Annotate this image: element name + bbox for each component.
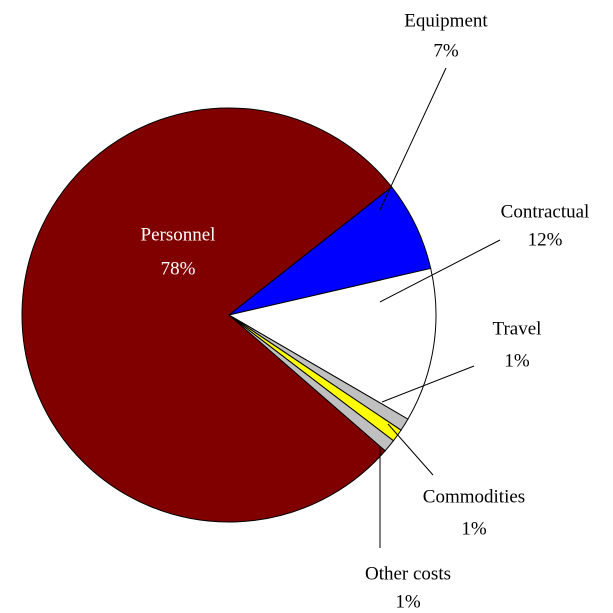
slice-value-label: 1% <box>504 350 530 371</box>
slice-value-label: 12% <box>528 229 563 250</box>
slice-value-label: 1% <box>461 518 487 539</box>
pie-slice <box>227 267 437 420</box>
pie-slice <box>21 107 393 523</box>
slice-label: Personnel <box>141 224 216 245</box>
leader-line <box>379 67 447 211</box>
slice-label: Commodities <box>423 486 525 507</box>
leader-line <box>379 239 501 303</box>
leader-line <box>387 423 434 476</box>
pie-slice <box>228 314 395 452</box>
slice-value-label: 7% <box>433 40 459 61</box>
slice-value-label: 78% <box>161 258 196 279</box>
slice-label: Equipment <box>404 10 488 31</box>
slice-label: Contractual <box>501 201 590 222</box>
slice-value-label: 1% <box>395 591 421 612</box>
slice-label: Other costs <box>365 563 451 584</box>
leader-line <box>381 365 475 403</box>
slice-label: Travel <box>493 318 542 339</box>
